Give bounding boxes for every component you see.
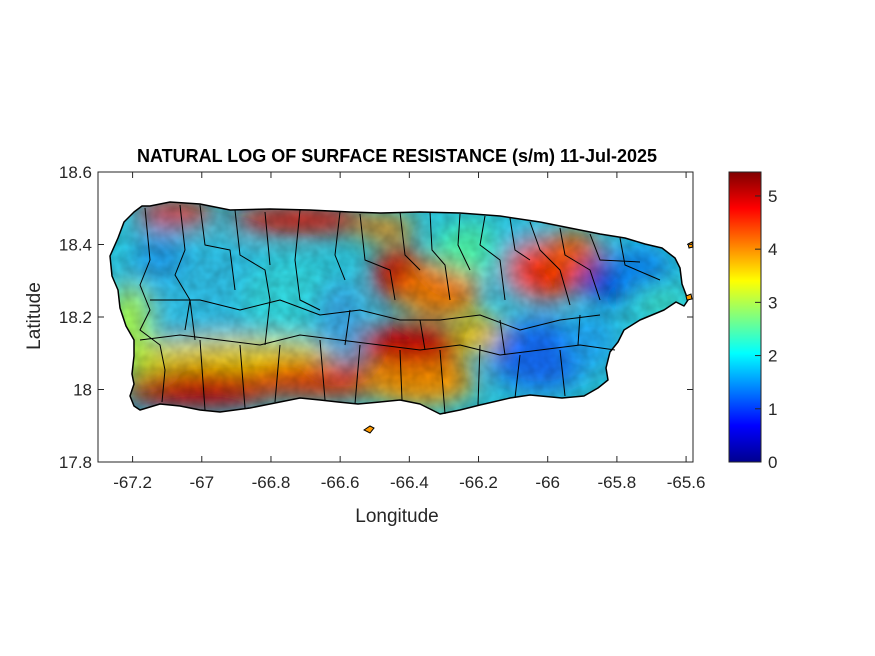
x-tick-label: -65.8 bbox=[598, 473, 637, 492]
x-tick-label: -67.2 bbox=[113, 473, 152, 492]
y-tick-label: 18 bbox=[73, 381, 92, 400]
colorbar-tick-label: 3 bbox=[768, 293, 777, 312]
municipality-borders bbox=[109, 201, 689, 415]
x-tick-label: -65.6 bbox=[667, 473, 706, 492]
colorbar-tick-label: 0 bbox=[768, 453, 777, 472]
x-tick-label: -67 bbox=[189, 473, 214, 492]
chart-title: NATURAL LOG OF SURFACE RESISTANCE (s/m) … bbox=[137, 146, 657, 166]
small-islands bbox=[363, 241, 694, 434]
x-tick-label: -66.4 bbox=[390, 473, 429, 492]
x-tick-labels: -67.2 -67 -66.8 -66.6 -66.4 -66.2 -66 -65.8 -65.… bbox=[113, 473, 705, 492]
x-axis-label: Longitude bbox=[355, 506, 438, 527]
x-tick-label: -66 bbox=[535, 473, 560, 492]
x-tick-label: -66.6 bbox=[321, 473, 360, 492]
y-tick-label: 18.2 bbox=[59, 308, 92, 327]
x-tick-label: -66.2 bbox=[459, 473, 498, 492]
y-tick-label: 18.6 bbox=[59, 163, 92, 182]
y-tick-label: 17.8 bbox=[59, 453, 92, 472]
x-tick-label: -66.8 bbox=[252, 473, 291, 492]
heat-field bbox=[110, 202, 688, 414]
colorbar-tick-label: 5 bbox=[768, 187, 777, 206]
colorbar-tick-label: 4 bbox=[768, 240, 777, 259]
colorbar-tick-label: 1 bbox=[768, 400, 777, 419]
tick-marks bbox=[98, 171, 693, 463]
y-tick-labels: 17.8 18 18.2 18.4 18.6 bbox=[59, 163, 92, 472]
y-axis-label: Latitude bbox=[24, 282, 45, 350]
colorbar-tick-labels: 0 1 2 3 4 5 bbox=[755, 187, 777, 472]
colorbar-tick-label: 2 bbox=[768, 347, 777, 366]
colorbar bbox=[728, 171, 762, 463]
y-tick-label: 18.4 bbox=[59, 236, 92, 255]
